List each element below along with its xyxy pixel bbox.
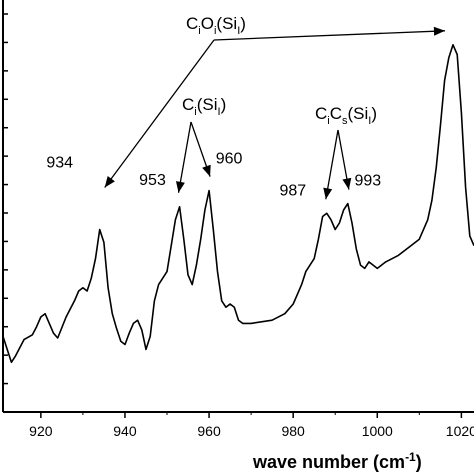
arrow-cioi-1018 <box>213 30 445 41</box>
x-tick-label: 1000 <box>362 423 393 439</box>
group-cioi-o: O <box>201 14 214 33</box>
group-cioi-c: C <box>186 14 198 33</box>
arrow-cioi-934 <box>104 39 215 188</box>
arrow-ci-960-head <box>202 164 211 177</box>
x-tick-label: 980 <box>281 423 305 439</box>
arrow-cioi-934-head <box>104 175 115 188</box>
arrow-cics-987-head <box>323 187 333 200</box>
group-cioi-sub-i2: i <box>214 25 216 37</box>
group-ci-sub-i: i <box>194 106 196 118</box>
arrow-ci-953 <box>177 121 192 193</box>
group-cioi-paren: (Si <box>216 14 237 33</box>
group-cics-c2: C <box>330 104 342 123</box>
peak-labels: 9349539609879931 <box>46 151 381 200</box>
group-cioi-close: ) <box>240 14 246 33</box>
x-ticks: 920 940 960 980 1000 1020 <box>29 412 474 439</box>
x-tick-label: 940 <box>113 423 137 439</box>
group-label-cioi: CiOi(SiI) <box>186 14 246 37</box>
peak-label: 960 <box>216 151 243 168</box>
group-label-ci: Ci(SiI) <box>182 95 226 118</box>
group-cioi-sub-i: i <box>198 25 200 37</box>
group-ci-paren: (Si <box>197 95 218 114</box>
peak-label: 934 <box>46 154 73 171</box>
peak-label: 987 <box>279 182 306 199</box>
group-cics-c: C <box>315 104 327 123</box>
group-cics-paren-sub: I <box>368 115 371 127</box>
x-axis-title-main: wave number (cm <box>252 452 405 472</box>
arrow-ci-953-head <box>175 181 185 193</box>
arrow-cics-987 <box>325 129 339 200</box>
group-cioi-paren-sub: I <box>237 25 240 37</box>
y-ticks <box>3 13 8 413</box>
spectrum-line <box>2 44 474 364</box>
annotation-arrows <box>104 26 445 200</box>
arrow-cics-993-head <box>342 177 352 190</box>
peak-label: 953 <box>139 172 166 189</box>
group-ci-c: C <box>182 95 194 114</box>
group-cics-paren: (Si <box>348 104 369 123</box>
group-ci-close: ) <box>221 95 227 114</box>
x-axis-title-close: ) <box>416 452 422 472</box>
group-label-cics: CiCs(SiI) <box>315 104 377 127</box>
x-tick-label: 960 <box>197 423 221 439</box>
group-cics-close: ) <box>371 104 377 123</box>
group-cics-sub-i: i <box>327 115 329 127</box>
group-cics-sub-s: s <box>342 115 348 127</box>
x-axis-title-sup: -1 <box>405 450 416 464</box>
x-tick-label: 920 <box>29 423 53 439</box>
arrow-cioi-1018-head <box>433 26 445 36</box>
peak-label: 993 <box>354 173 381 190</box>
x-tick-label: 1020 <box>446 423 474 439</box>
x-axis-title: wave number (cm-1) <box>252 450 422 472</box>
group-ci-paren-sub: I <box>218 106 221 118</box>
